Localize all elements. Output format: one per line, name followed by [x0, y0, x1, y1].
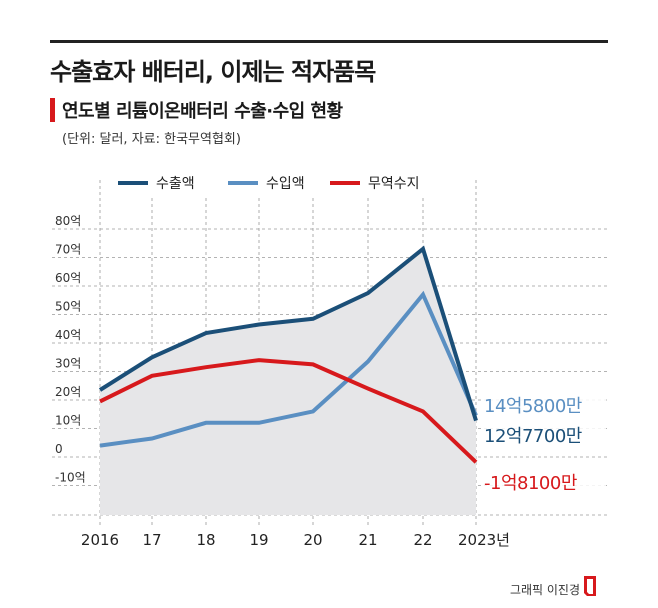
chart-subtitle: 연도별 리튬이온배터리 수출·수입 현황 — [62, 101, 343, 122]
end-labels: 14억5800만 12억7700만 -1억8100만 — [482, 392, 606, 494]
x-tick-label: 21 — [358, 531, 377, 549]
end-label: 14억5800만 — [484, 396, 582, 417]
series-lines — [98, 245, 478, 464]
end-label: 12억7700만 — [484, 426, 582, 447]
source-note: (단위: 달러, 자료: 한국무역협회) — [62, 132, 241, 147]
x-axis-ticks: 2016 17 18 19 20 21 22 2023년 — [81, 531, 510, 549]
y-tick-label: 50억 — [55, 300, 81, 314]
x-tick-label: 22 — [413, 531, 432, 549]
y-tick-label: 10억 — [55, 414, 81, 428]
legend-label: 수입액 — [266, 176, 305, 192]
top-rule — [50, 40, 608, 43]
end-label-bg — [482, 469, 606, 494]
graphic-credit: 그래픽 이진경 — [509, 583, 580, 597]
publisher-logo-icon — [584, 576, 596, 596]
y-tick-label: -10억 — [55, 471, 86, 485]
x-tick-label: 20 — [303, 531, 322, 549]
main-title: 수출효자 배터리, 이제는 적자품목 — [50, 58, 376, 86]
series-line-수입액 — [99, 290, 478, 448]
y-tick-label: 60억 — [55, 271, 81, 285]
y-tick-label: 80억 — [55, 214, 81, 228]
end-label-bg — [482, 392, 606, 417]
y-axis-ticks: -10억 0 10억 20억 30억 40억 50억 60억 70억 80억 — [55, 214, 86, 485]
x-tick-label: 19 — [249, 531, 268, 549]
series-line-수출액 — [98, 245, 478, 422]
end-label: -1억8100만 — [484, 473, 577, 494]
legend-box — [103, 168, 443, 196]
x-tick-label: 17 — [142, 531, 161, 549]
x-tick-label: 2023년 — [458, 531, 510, 549]
legend-label: 수출액 — [156, 176, 195, 192]
x-tick-label: 18 — [196, 531, 215, 549]
y-tick-label: 70억 — [55, 243, 81, 257]
legend: 수출액 수입액 무역수지 — [103, 168, 443, 196]
x-tick-label: 2016 — [81, 531, 119, 549]
subtitle-accent-bar — [50, 98, 55, 122]
export-area-fill — [100, 248, 476, 515]
legend-label: 무역수지 — [368, 176, 420, 192]
y-tick-label: 40억 — [55, 328, 81, 342]
series-line-무역수지 — [99, 358, 478, 464]
y-tick-label: 30억 — [55, 357, 81, 371]
end-label-bg — [482, 422, 606, 447]
y-tick-label: 20억 — [55, 385, 81, 399]
y-tick-label: 0 — [55, 442, 63, 456]
